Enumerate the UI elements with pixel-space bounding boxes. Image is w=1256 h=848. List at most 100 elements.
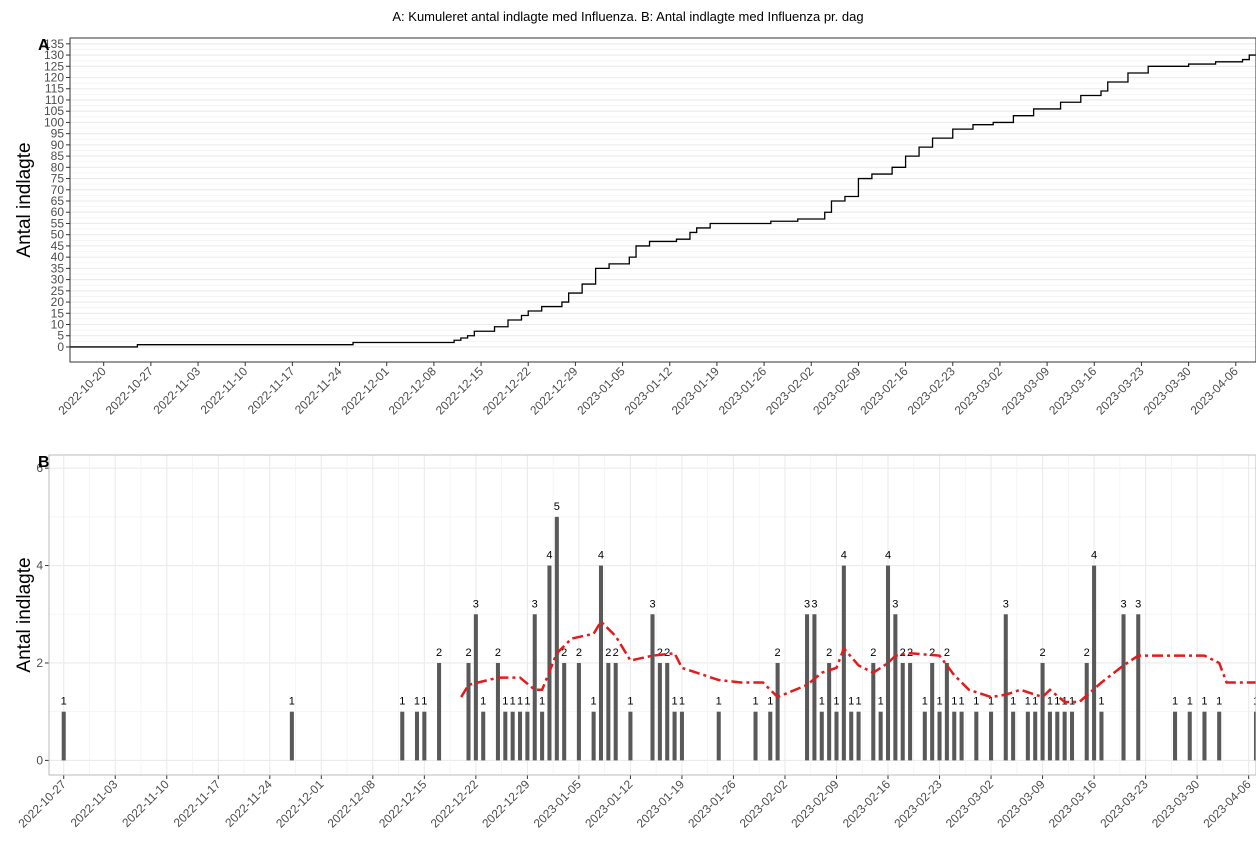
data-label: 1: [1010, 696, 1016, 708]
data-label: 1: [1098, 696, 1104, 708]
y-tick-label: 0: [36, 753, 43, 767]
bar: [900, 662, 905, 761]
x-tick-label: 2023-02-16: [840, 777, 894, 831]
data-label: 1: [1025, 696, 1031, 708]
line: [70, 54, 1256, 348]
data-label: 1: [1032, 696, 1038, 708]
data-label: 2: [900, 647, 906, 659]
x-tick-label: 2022-12-29: [527, 364, 581, 418]
data-label: 1: [627, 696, 633, 708]
x-tick-label: 2023-01-26: [685, 777, 739, 831]
x-tick-label: 2023-01-19: [669, 364, 723, 418]
bar: [805, 614, 810, 761]
x-tick-label: 2023-03-16: [1046, 364, 1100, 418]
panel-label: B: [38, 454, 50, 471]
x-tick-label: 2023-03-23: [1097, 777, 1151, 831]
y-tick-label: 120: [44, 71, 64, 85]
y-tick-label: 35: [51, 261, 65, 275]
data-label: 3: [1003, 598, 1009, 610]
x-tick-label: 2023-02-23: [905, 364, 959, 418]
data-label: 1: [672, 696, 678, 708]
data-label: 1: [421, 696, 427, 708]
plot-border: [48, 454, 1256, 776]
x-tick-label: 2023-04-06: [1188, 364, 1242, 418]
data-label: 2: [929, 647, 935, 659]
chart-title: A: Kumuleret antal indlagte med Influenz…: [392, 9, 863, 24]
x-tick-label: 2022-12-22: [428, 777, 482, 831]
data-label: 4: [1091, 550, 1097, 562]
bar: [1187, 711, 1192, 761]
y-tick-label: 0: [57, 340, 64, 354]
data-label: 1: [819, 696, 825, 708]
data-label: 2: [826, 647, 832, 659]
y-tick-label: 125: [44, 59, 64, 73]
data-label: 1: [856, 696, 862, 708]
bar: [871, 662, 876, 761]
y-axis-title: Antal indlagte: [14, 142, 35, 257]
data-label: 2: [436, 647, 442, 659]
bar: [554, 516, 559, 761]
data-label: 3: [473, 598, 479, 610]
bar: [834, 711, 839, 761]
y-tick-label: 6: [36, 461, 43, 475]
x-tick-label: 2023-03-02: [943, 777, 997, 831]
bar: [768, 711, 773, 761]
trend-line: [460, 619, 1256, 704]
bar: [1253, 711, 1256, 761]
y-tick-label: 80: [51, 160, 65, 174]
x-tick-label: 2022-12-08: [325, 777, 379, 831]
bar: [775, 662, 780, 761]
bar: [1025, 711, 1030, 761]
x-tick-label: 2023-03-30: [1149, 777, 1203, 831]
data-label: 1: [922, 696, 928, 708]
x-tick-label: 2022-11-17: [245, 364, 298, 417]
data-label: 1: [289, 696, 295, 708]
x-tick-label: 2023-02-09: [788, 777, 842, 831]
y-tick-label: 90: [51, 138, 65, 152]
bar: [1003, 614, 1008, 761]
bar: [1069, 711, 1075, 761]
x-tick-label: 2022-11-03: [150, 364, 203, 417]
data-label: 1: [1172, 696, 1178, 708]
bar: [1121, 614, 1126, 761]
x-tick-label: 2023-02-02: [737, 777, 791, 831]
bar: [473, 614, 478, 761]
data-label: 4: [598, 550, 604, 562]
bar: [672, 711, 677, 761]
x-tick-label: 2022-11-24: [292, 364, 345, 417]
bar: [753, 711, 758, 761]
bar: [1099, 711, 1104, 761]
bar: [510, 711, 515, 761]
data-label: 4: [885, 550, 891, 562]
bar: [540, 711, 545, 761]
data-label: 3: [649, 598, 655, 610]
y-tick-label: 50: [51, 228, 65, 242]
bar: [606, 662, 611, 761]
bar: [812, 614, 817, 761]
x-tick-label: 2023-01-05: [531, 777, 585, 831]
y-tick-label: 20: [51, 295, 65, 309]
bar: [856, 711, 861, 761]
bar: [657, 662, 662, 761]
bar: [495, 662, 500, 761]
bar: [665, 662, 670, 761]
data-label: 1: [878, 696, 884, 708]
data-label: 1: [1253, 696, 1256, 708]
data-label: 1: [399, 696, 405, 708]
bar: [628, 711, 633, 761]
x-tick-label: 2022-11-17: [171, 777, 224, 830]
bar: [1040, 662, 1045, 761]
data-label: 1: [1069, 696, 1075, 708]
bar: [937, 711, 942, 761]
data-label: 2: [495, 647, 501, 659]
x-tick-label: 2023-01-19: [634, 777, 688, 831]
x-tick-label: 2023-01-26: [716, 364, 770, 418]
x-tick-label: 2023-03-09: [994, 777, 1048, 831]
bar: [989, 711, 994, 761]
data-label: 1: [1047, 696, 1053, 708]
x-tick-label: 2023-02-16: [857, 364, 911, 418]
x-tick-label: 2023-03-16: [1046, 777, 1100, 831]
data-label: 1: [951, 696, 957, 708]
bar: [974, 711, 979, 761]
data-label: 1: [752, 696, 758, 708]
